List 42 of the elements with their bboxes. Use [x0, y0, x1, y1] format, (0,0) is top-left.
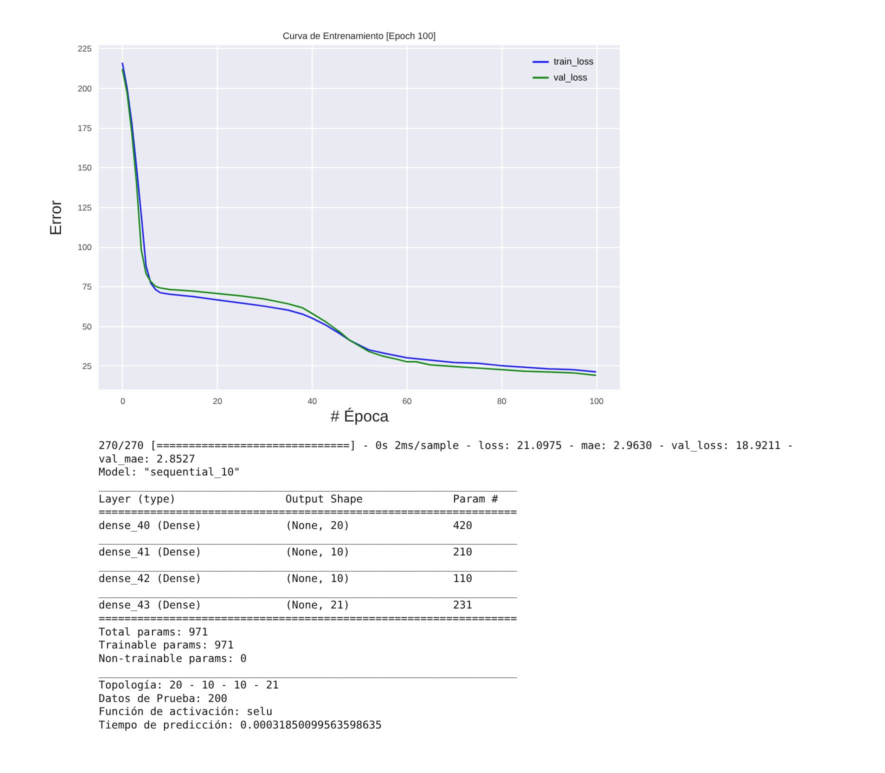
x-tick-label: 40 — [308, 396, 318, 406]
text: 270/270 [==============================] - 0s 2ms/sample - loss: 21.0975 - mae: 2.9630 - val_loss: 18.9211 - — [98, 439, 794, 452]
y-tick-label: 225 — [78, 44, 92, 54]
x-axis-title: # Época — [330, 408, 389, 426]
y-tick-label: 150 — [78, 162, 92, 173]
chart-title: Curva de Entrenamiento [Epoch 100] — [282, 31, 436, 42]
text: dense_42 (Dense) (None, 10) 110 — [98, 572, 472, 586]
y-tick-label: 25 — [82, 360, 92, 371]
text: Total params: 971 — [98, 625, 208, 638]
text: _________________________________________________________________ — [98, 478, 518, 492]
text: dense_40 (Dense) (None, 20) 420 — [98, 518, 472, 532]
text: Topología: 20 - 10 - 10 - 21 — [98, 678, 279, 692]
text: Datos de Prueba: 200 — [98, 692, 228, 705]
text: _________________________________________________________________ — [98, 665, 518, 678]
text: dense_41 (Dense) (None, 10) 210 — [98, 546, 472, 558]
y-tick-label: 50 — [82, 321, 92, 332]
text: Model: "sequential_10" — [98, 466, 240, 479]
legend-label: val_loss — [554, 72, 588, 83]
x-tick-label: 20 — [212, 396, 223, 406]
text: Layer (type) Output Shape Param # — [98, 492, 498, 506]
text: val_mae: 2.8527 — [98, 452, 196, 466]
y-tick-label: 175 — [78, 122, 92, 133]
y-axis-title: Error — [48, 200, 65, 236]
y-tick-label: 75 — [82, 282, 92, 292]
y-tick-label: 125 — [78, 202, 92, 212]
x-tick-label: 80 — [497, 396, 507, 406]
x-tick-label: 60 — [402, 396, 412, 406]
legend-label: train_loss — [554, 56, 594, 67]
y-tick-label: 200 — [78, 83, 92, 94]
text: dense_43 (Dense) (None, 21) 231 — [98, 598, 472, 612]
text: Tiempo de predicción: 0.00031850099563598635 — [98, 718, 382, 732]
text: Función de activación: selu — [98, 705, 272, 718]
text: _________________________________________________________________ — [98, 585, 518, 598]
text: Non-trainable params: 0 — [98, 652, 247, 665]
text: _________________________________________________________________ — [98, 558, 518, 572]
y-tick-label: 100 — [78, 242, 92, 252]
text: ================================================================= — [98, 506, 517, 519]
text: _________________________________________________________________ — [98, 532, 518, 546]
x-tick-label: 100 — [590, 396, 604, 406]
text: ================================================================= — [98, 612, 517, 626]
x-tick-label: 0 — [120, 396, 126, 406]
text: Trainable params: 971 — [98, 638, 234, 652]
